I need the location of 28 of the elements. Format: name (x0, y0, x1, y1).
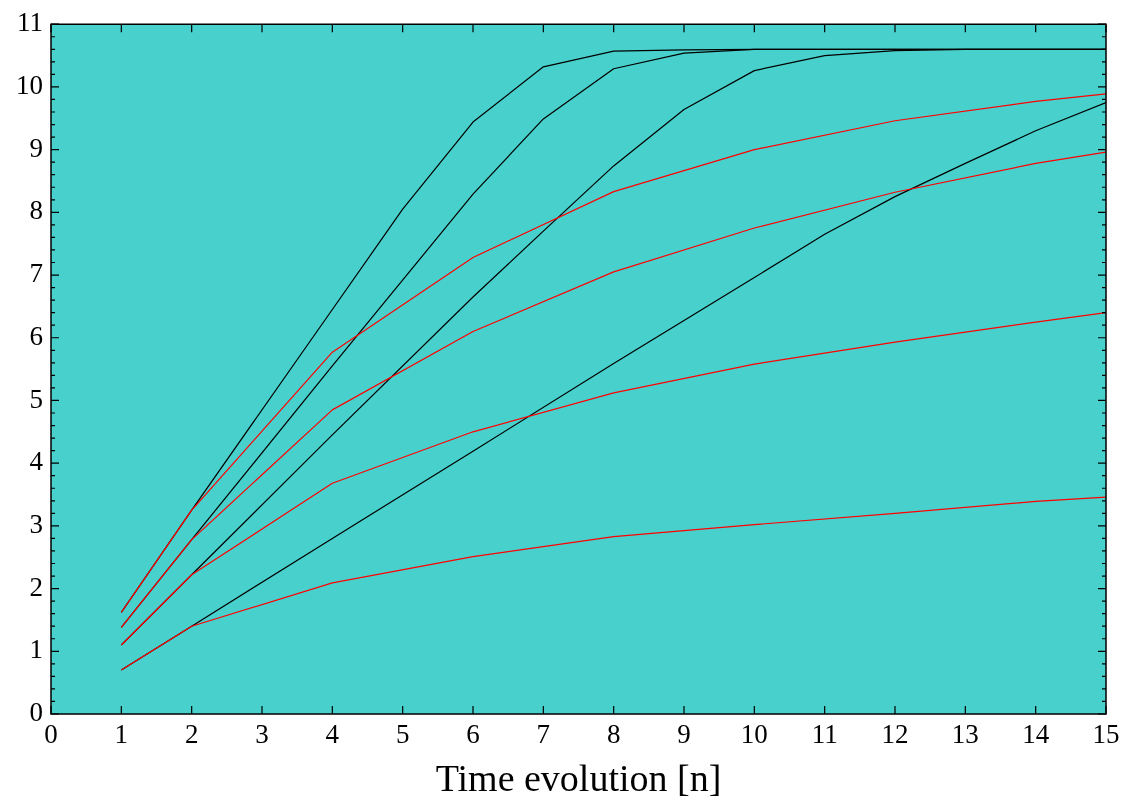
y-tick-label: 5 (29, 383, 43, 414)
x-tick-label: 8 (606, 719, 621, 750)
y-tick-label: 8 (29, 195, 43, 226)
x-tick-label: 10 (740, 719, 768, 750)
x-tick-label: 6 (466, 719, 480, 750)
x-tick-label: 3 (255, 719, 269, 750)
y-tick-label: 0 (29, 697, 43, 728)
x-tick-label: 2 (184, 719, 199, 750)
y-tick-label: 11 (17, 7, 43, 38)
x-tick-label: 1 (114, 719, 129, 750)
y-tick-label: 9 (29, 132, 43, 163)
x-tick-label: 5 (395, 719, 410, 750)
y-tick-label: 10 (16, 70, 43, 100)
y-tick-label: 4 (29, 446, 44, 477)
y-tick-label: 2 (29, 571, 43, 602)
y-tick-label: 6 (29, 320, 43, 351)
x-tick-label: 4 (325, 719, 340, 750)
x-tick-label: 11 (811, 719, 838, 750)
x-tick-label: 9 (677, 719, 691, 750)
y-tick-label: 7 (29, 258, 43, 289)
y-tick-label: 1 (29, 634, 43, 665)
x-tick-label: 13 (951, 719, 979, 750)
x-axis-title: Time evolution [n] (435, 757, 722, 800)
x-tick-label: 12 (881, 719, 909, 750)
x-tick-label: 14 (1022, 719, 1050, 750)
x-tick-label: 15 (1092, 719, 1120, 750)
x-tick-label: 7 (536, 719, 551, 750)
y-tick-label: 3 (29, 508, 43, 539)
